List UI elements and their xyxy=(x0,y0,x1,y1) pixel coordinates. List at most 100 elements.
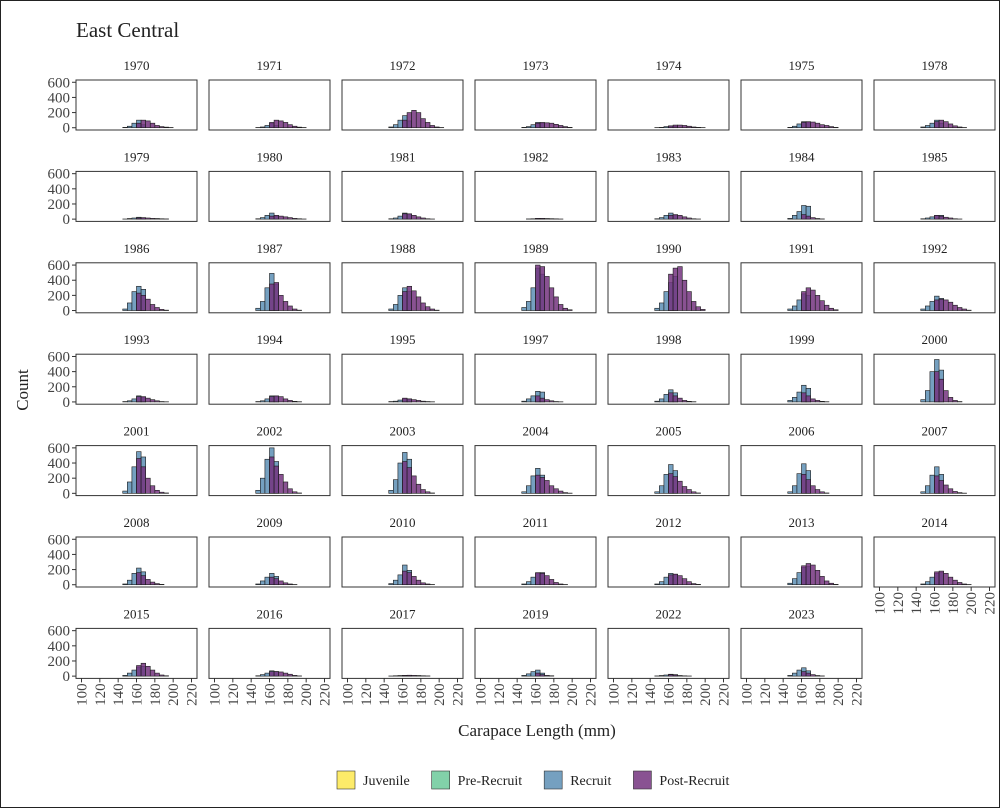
bar xyxy=(929,371,935,403)
bar xyxy=(127,579,133,586)
panel-title: 1982 xyxy=(523,149,549,164)
bar xyxy=(397,399,403,403)
x-tick-label: 180 xyxy=(680,683,696,706)
y-tick-label: 0 xyxy=(63,121,71,137)
bar xyxy=(149,581,156,586)
bar xyxy=(947,488,954,494)
panel-title: 1989 xyxy=(523,241,549,256)
panel: 1990 xyxy=(607,241,730,314)
bar xyxy=(943,573,949,586)
bar xyxy=(938,215,944,220)
bar xyxy=(681,216,688,220)
bar xyxy=(415,579,422,586)
bar xyxy=(562,307,568,311)
panel-title: 2002 xyxy=(257,424,283,439)
bar xyxy=(264,215,270,220)
bar xyxy=(411,475,417,494)
bar xyxy=(127,302,133,311)
panel: 1997 xyxy=(474,332,597,405)
bar xyxy=(801,474,807,494)
bar xyxy=(654,491,660,494)
bar xyxy=(691,301,697,311)
bar xyxy=(654,307,660,311)
bar xyxy=(957,582,963,586)
y-tick-label: 200 xyxy=(48,563,71,579)
bar xyxy=(526,581,532,586)
bar xyxy=(668,392,674,403)
bar xyxy=(260,477,266,494)
bar xyxy=(425,583,431,586)
panel-title: 1993 xyxy=(124,332,150,347)
bar xyxy=(677,124,683,129)
panel: 2000 xyxy=(873,332,996,405)
y-tick-label: 600 xyxy=(48,624,71,640)
x-tick-label: 160 xyxy=(529,683,545,706)
panel-border xyxy=(208,262,331,314)
bar xyxy=(402,570,408,586)
bar xyxy=(273,282,279,311)
panel-border xyxy=(341,170,464,222)
bar xyxy=(819,576,825,586)
panel-title: 1999 xyxy=(789,332,815,347)
bar xyxy=(562,492,568,494)
bar xyxy=(136,122,142,129)
bar xyxy=(411,399,417,403)
panel: 1995 xyxy=(341,332,464,405)
bar xyxy=(957,126,963,129)
bar xyxy=(544,122,550,129)
bar xyxy=(787,308,793,311)
bar xyxy=(686,291,692,311)
x-axis-label: Carapace Length (mm) xyxy=(458,721,616,740)
bar xyxy=(925,390,931,403)
bar xyxy=(796,572,802,586)
bar xyxy=(136,458,142,494)
y-tick-label: 400 xyxy=(48,273,71,289)
x-tick-label: 160 xyxy=(662,683,678,706)
x-tick-label: 220 xyxy=(318,683,334,706)
bar xyxy=(397,574,403,586)
y-tick-label: 200 xyxy=(48,380,71,396)
bar xyxy=(938,119,944,129)
bar xyxy=(535,218,541,220)
bar xyxy=(920,399,926,403)
bar xyxy=(145,477,151,494)
bar xyxy=(402,213,408,220)
bar xyxy=(943,299,949,311)
panel-border xyxy=(740,445,863,497)
bar xyxy=(269,215,275,220)
y-tick-label: 0 xyxy=(63,578,71,594)
panel-border xyxy=(740,536,863,588)
bar xyxy=(292,308,298,311)
panel-border xyxy=(740,353,863,405)
bar xyxy=(925,305,931,311)
bar xyxy=(539,218,545,220)
x-tick-label: 120 xyxy=(891,592,907,615)
bar xyxy=(287,488,293,494)
bar xyxy=(420,400,426,403)
x-tick-label: 200 xyxy=(166,683,182,706)
y-tick-label: 600 xyxy=(48,441,71,457)
bar xyxy=(787,582,793,586)
bar xyxy=(686,489,692,494)
panel: 1982 xyxy=(474,149,597,222)
bar xyxy=(558,490,564,494)
bar xyxy=(425,491,431,494)
bar xyxy=(149,399,156,403)
x-tick-label: 100 xyxy=(474,683,490,706)
bar xyxy=(526,126,532,129)
bar xyxy=(388,308,394,311)
panel-border xyxy=(208,79,331,131)
panel-border xyxy=(208,536,331,588)
bar xyxy=(548,579,555,586)
bar xyxy=(292,125,298,129)
bar xyxy=(122,583,128,586)
y-axis-label: Count xyxy=(13,369,32,411)
bar xyxy=(420,489,426,494)
panel-title: 1984 xyxy=(789,149,816,164)
bar xyxy=(397,675,403,677)
bar xyxy=(801,122,807,129)
panel-border xyxy=(75,262,198,314)
bar xyxy=(402,291,408,311)
panel-border xyxy=(341,262,464,314)
panel-title: 1978 xyxy=(922,58,948,73)
